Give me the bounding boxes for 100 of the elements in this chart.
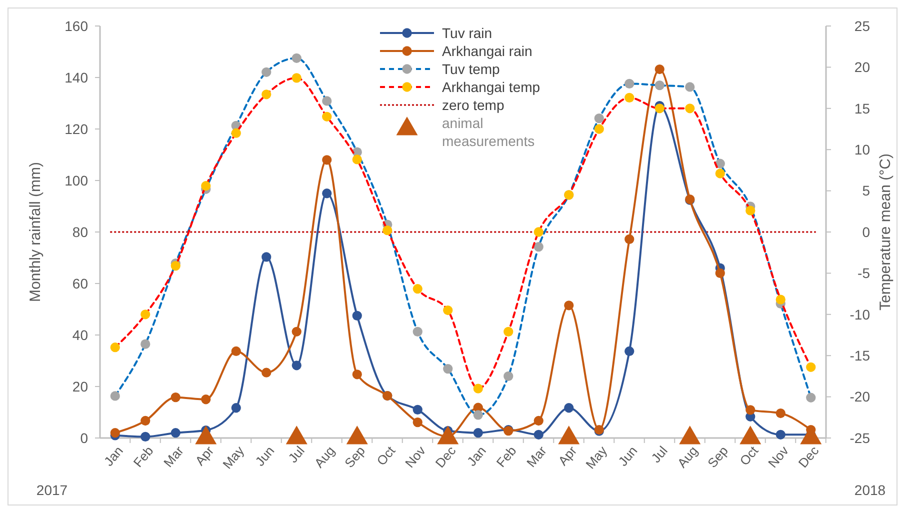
point — [412, 326, 422, 337]
point — [624, 346, 634, 356]
y-tick-label: 100 — [64, 172, 88, 188]
point — [473, 410, 483, 420]
y2-tick-label: 25 — [854, 18, 870, 34]
y-axis-title: Monthly rainfall (mm) — [27, 162, 44, 302]
point — [654, 64, 664, 74]
legend-label: Tuv temp — [442, 60, 500, 77]
y-tick-label: 80 — [72, 224, 88, 240]
y2-tick-label: -15 — [850, 348, 870, 364]
x-tick-label: Jul — [648, 443, 670, 466]
point — [292, 360, 302, 370]
y2-tick-label: 15 — [854, 100, 870, 116]
point — [746, 405, 756, 415]
x-tick-label: Nov — [765, 442, 792, 471]
point — [110, 428, 120, 438]
point — [443, 364, 453, 374]
x-tick-label: Jan — [100, 443, 126, 469]
text: 2018 — [854, 482, 886, 498]
x-tick-label: Jan — [464, 443, 489, 469]
y2-tick-label: -5 — [858, 265, 870, 282]
point — [262, 67, 272, 77]
point — [170, 260, 180, 271]
x-tick-label: Aug — [674, 443, 701, 471]
y-tick-label: 60 — [72, 275, 88, 292]
point — [412, 417, 422, 428]
y2-tick-label: 5 — [862, 182, 870, 199]
x-tick-label: Apr — [555, 442, 580, 468]
y-tick-label: 40 — [72, 326, 88, 343]
point — [322, 112, 332, 122]
x-tick-label: Apr — [192, 442, 218, 468]
x-tick-label: Dec — [432, 442, 459, 471]
text: 2017 — [36, 482, 68, 498]
point — [231, 346, 241, 356]
point — [292, 53, 302, 63]
y2-tick-label: -25 — [850, 430, 870, 446]
point — [412, 284, 422, 294]
point — [534, 242, 544, 252]
y2-tick-label: 20 — [854, 59, 870, 76]
point — [170, 392, 180, 402]
x-tick-label: Mar — [160, 442, 187, 470]
point — [140, 416, 150, 426]
x-tick-label: Feb — [493, 443, 520, 470]
point — [322, 155, 332, 165]
point — [715, 268, 725, 278]
point — [262, 368, 272, 378]
point — [262, 90, 272, 100]
point — [231, 128, 241, 138]
point — [140, 432, 150, 442]
x-tick-label: Feb — [130, 443, 156, 470]
point — [776, 294, 786, 304]
y2-axis-title: Temperature mean (°C) — [877, 154, 894, 310]
point — [594, 124, 604, 134]
x-tick-label: Oct — [374, 442, 398, 468]
point — [382, 226, 392, 236]
x-tick-label: Jul — [285, 443, 308, 466]
point — [322, 96, 332, 106]
x-tick-label: Oct — [736, 442, 762, 468]
point — [564, 403, 574, 413]
point — [624, 78, 634, 88]
point — [624, 234, 634, 244]
point — [352, 310, 362, 320]
x-tick-label: Sep — [704, 443, 731, 471]
point — [352, 370, 362, 380]
point — [806, 362, 816, 372]
point — [534, 430, 544, 440]
point — [201, 181, 211, 191]
point — [564, 300, 574, 310]
x-tick-label: Aug — [311, 443, 338, 471]
x-tick-label: Sep — [342, 443, 368, 471]
point — [110, 391, 120, 401]
point — [685, 82, 695, 92]
y-tick-label: 160 — [64, 18, 88, 34]
point — [746, 206, 756, 216]
point — [292, 326, 302, 336]
x-tick-label: Jun — [615, 443, 640, 469]
point — [806, 392, 816, 402]
point — [654, 80, 664, 90]
x-tick-label: Nov — [402, 442, 429, 471]
point — [231, 403, 241, 413]
y2-tick-label: 0 — [862, 224, 870, 240]
point — [504, 371, 514, 382]
y-tick-label: 140 — [64, 69, 88, 86]
y2-tick-label: 10 — [854, 142, 870, 158]
point — [352, 154, 362, 164]
point — [201, 394, 211, 404]
y-tick-label: 120 — [64, 120, 88, 137]
point — [776, 430, 786, 440]
point — [140, 310, 150, 320]
point — [685, 104, 695, 114]
point — [534, 416, 544, 426]
legend-label: Arkhangai rain — [442, 42, 532, 59]
x-tick-label: Jun — [252, 443, 278, 469]
point — [715, 168, 725, 178]
point — [624, 92, 634, 102]
y-tick-label: 0 — [80, 430, 88, 446]
x-tick-label: Mar — [524, 442, 550, 470]
point — [776, 408, 786, 418]
point — [654, 104, 664, 114]
point — [292, 73, 302, 83]
